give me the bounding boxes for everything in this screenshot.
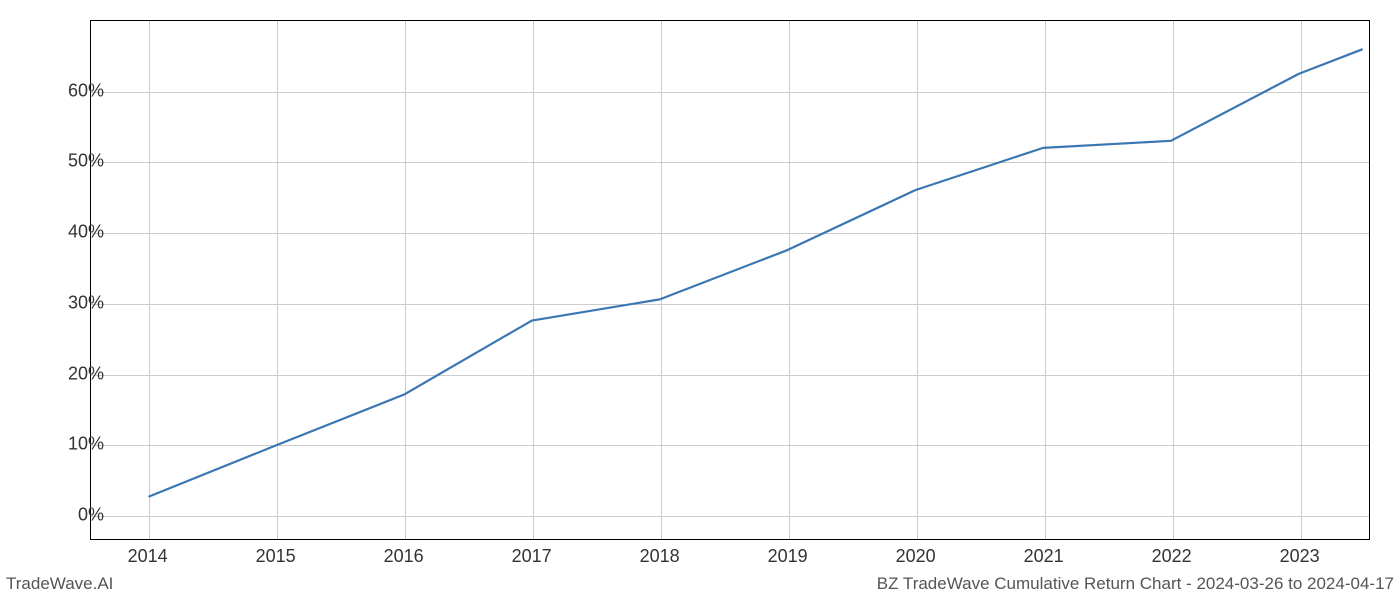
x-tick-label: 2022: [1152, 546, 1192, 567]
y-tick-label: 40%: [68, 222, 104, 243]
x-tick-label: 2017: [512, 546, 552, 567]
footer-caption: BZ TradeWave Cumulative Return Chart - 2…: [877, 574, 1394, 594]
x-tick-label: 2014: [128, 546, 168, 567]
x-tick-label: 2019: [768, 546, 808, 567]
x-tick-label: 2020: [896, 546, 936, 567]
x-tick-label: 2018: [640, 546, 680, 567]
footer-brand: TradeWave.AI: [6, 574, 113, 594]
y-tick-label: 0%: [78, 505, 104, 526]
x-tick-label: 2023: [1280, 546, 1320, 567]
y-tick-label: 50%: [68, 151, 104, 172]
plot-area: [90, 20, 1370, 540]
line-chart-svg: [91, 21, 1369, 539]
y-tick-label: 10%: [68, 434, 104, 455]
y-tick-label: 20%: [68, 363, 104, 384]
return-line: [149, 49, 1363, 497]
x-tick-label: 2015: [256, 546, 296, 567]
x-tick-label: 2016: [384, 546, 424, 567]
chart-container: [90, 20, 1370, 540]
x-tick-label: 2021: [1024, 546, 1064, 567]
y-tick-label: 60%: [68, 80, 104, 101]
y-tick-label: 30%: [68, 292, 104, 313]
